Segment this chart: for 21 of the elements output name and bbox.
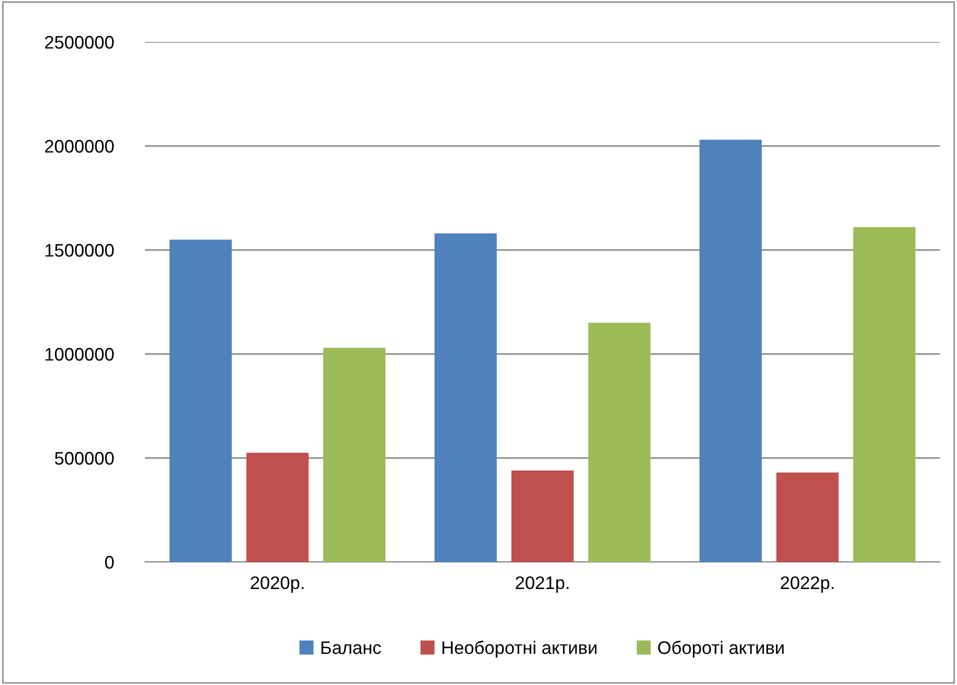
legend-label: Обороті активи (658, 640, 784, 658)
y-tick-label: 2500000 (45, 36, 114, 49)
bar (588, 322, 650, 562)
bar (700, 140, 762, 562)
bar (511, 470, 574, 562)
legend-label: Баланс (322, 641, 382, 654)
x-tick-label: 2022р. (780, 576, 834, 593)
y-tick-label: 500000 (54, 452, 114, 465)
bar (170, 240, 232, 562)
legend-label: Необоротні активи (442, 640, 596, 658)
bar (246, 452, 309, 562)
bar (776, 472, 839, 562)
x-tick-label: 2020р. (250, 576, 304, 593)
y-tick-label: 0 (105, 556, 114, 569)
y-tick-label: 1000000 (46, 348, 114, 361)
bar (323, 348, 386, 562)
bar (853, 227, 916, 562)
bar (434, 233, 497, 562)
y-tick-label: 1500000 (46, 244, 114, 257)
x-tick-label: 2021р. (516, 576, 568, 593)
y-tick-label: 2000000 (45, 140, 114, 153)
